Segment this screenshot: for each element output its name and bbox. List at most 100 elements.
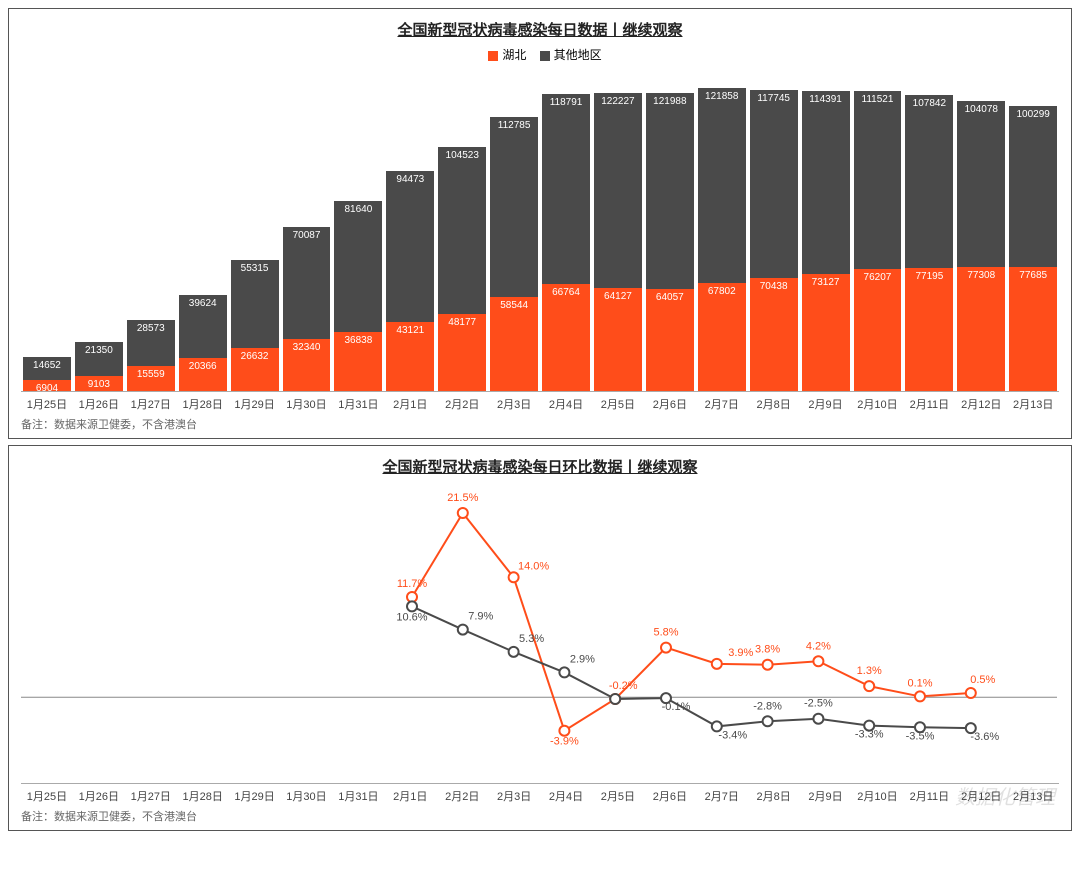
bar-segment-other: 121858 — [698, 88, 746, 283]
bar-segment-hubei: 73127 — [802, 274, 850, 391]
marker-hubei — [966, 688, 976, 698]
bar-column: 9447343121 — [384, 71, 436, 391]
value-label-other: -0.1% — [662, 701, 691, 713]
x-axis-label: 1月29日 — [229, 784, 281, 804]
x-axis-label: 2月7日 — [696, 392, 748, 412]
x-axis-label: 2月11日 — [903, 784, 955, 804]
x-axis-label: 2月4日 — [540, 392, 592, 412]
bar-column: 12222764127 — [592, 71, 644, 391]
line-chart-title: 全国新型冠状病毒感染每日环比数据丨继续观察 — [21, 456, 1059, 477]
bar-segment-hubei: 6904 — [23, 380, 71, 391]
value-label-other: 2.9% — [570, 653, 595, 665]
bar-segment-hubei: 43121 — [386, 322, 434, 391]
bar-segment-hubei: 67802 — [698, 283, 746, 391]
x-axis-label: 1月31日 — [332, 392, 384, 412]
x-axis-label: 2月10日 — [852, 784, 904, 804]
bar-column: 213509103 — [73, 71, 125, 391]
bar-column: 8164036838 — [332, 71, 384, 391]
x-axis-label: 1月27日 — [125, 784, 177, 804]
value-label-hubei: 4.2% — [806, 640, 831, 652]
bar-segment-other: 14652 — [23, 357, 71, 380]
bar-column: 2857315559 — [125, 71, 177, 391]
x-axis-label: 2月12日 — [955, 784, 1007, 804]
marker-hubei — [458, 508, 468, 518]
bar-column: 11278558544 — [488, 71, 540, 391]
bar-segment-hubei: 36838 — [334, 332, 382, 391]
bar-segment-hubei: 77308 — [957, 267, 1005, 391]
bar-segment-hubei: 77195 — [905, 268, 953, 392]
bar-segment-hubei: 77685 — [1009, 267, 1057, 391]
marker-other — [813, 714, 823, 724]
marker-other — [559, 667, 569, 677]
x-axis-label: 1月29日 — [229, 392, 281, 412]
x-axis-label: 2月2日 — [436, 784, 488, 804]
bar-column: 11879166764 — [540, 71, 592, 391]
bar-column: 11774570438 — [748, 71, 800, 391]
value-label-hubei: 14.0% — [518, 560, 549, 572]
marker-hubei — [915, 691, 925, 701]
marker-hubei — [559, 726, 569, 736]
bar-segment-hubei: 66764 — [542, 284, 590, 391]
bar-segment-other: 122227 — [594, 93, 642, 289]
bar-segment-other: 70087 — [283, 227, 331, 339]
bar-chart-area: 1465269042135091032857315559396242036655… — [21, 71, 1059, 412]
x-axis-label: 1月27日 — [125, 392, 177, 412]
bar-x-axis: 1月25日1月26日1月27日1月28日1月29日1月30日1月31日2月1日2… — [21, 391, 1059, 412]
line-chart-area: 11.7%21.5%14.0%-3.9%-0.2%5.8%3.9%3.8%4.2… — [21, 483, 1059, 804]
x-axis-label: 2月4日 — [540, 784, 592, 804]
value-label-hubei: 1.3% — [857, 665, 882, 677]
x-axis-label: 2月7日 — [696, 784, 748, 804]
bar-column: 10784277195 — [903, 71, 955, 391]
x-axis-label: 2月9日 — [800, 392, 852, 412]
bar-column: 146526904 — [21, 71, 73, 391]
x-axis-label: 1月28日 — [177, 784, 229, 804]
bar-segment-other: 28573 — [127, 320, 175, 366]
bar-segment-hubei: 32340 — [283, 339, 331, 391]
bar-segment-hubei: 76207 — [854, 269, 902, 391]
value-label-hubei: 0.5% — [970, 674, 995, 686]
bar-segment-other: 111521 — [854, 91, 902, 269]
marker-hubei — [813, 656, 823, 666]
value-label-other: 10.6% — [396, 611, 427, 623]
bar-segment-hubei: 15559 — [127, 366, 175, 391]
bar-chart-note: 备注：数据来源卫健委，不含港澳台 — [21, 416, 1059, 432]
line-x-axis: 1月25日1月26日1月27日1月28日1月29日1月30日1月31日2月1日2… — [21, 783, 1059, 804]
line-other — [412, 606, 971, 728]
legend-label-other: 其他地区 — [554, 48, 602, 62]
value-label-other: -2.8% — [753, 700, 782, 712]
value-label-hubei: -0.2% — [609, 680, 638, 692]
x-axis-label: 2月3日 — [488, 392, 540, 412]
bar-segment-other: 117745 — [750, 90, 798, 278]
bar-segment-hubei: 70438 — [750, 278, 798, 391]
bar-column: 5531526632 — [229, 71, 281, 391]
legend-label-hubei: 湖北 — [502, 48, 526, 62]
x-axis-label: 2月5日 — [592, 392, 644, 412]
marker-hubei — [509, 572, 519, 582]
x-axis-label: 2月13日 — [1007, 392, 1059, 412]
bar-chart-panel: 全国新型冠状病毒感染每日数据丨继续观察 湖北 其他地区 146526904213… — [8, 8, 1072, 439]
bar-segment-other: 55315 — [231, 260, 279, 349]
bar-column: 11152176207 — [852, 71, 904, 391]
x-axis-label: 2月5日 — [592, 784, 644, 804]
x-axis-label: 2月13日 — [1007, 784, 1059, 804]
bar-column: 3962420366 — [177, 71, 229, 391]
x-axis-label: 2月10日 — [852, 392, 904, 412]
marker-other — [407, 601, 417, 611]
x-axis-label: 2月6日 — [644, 784, 696, 804]
value-label-hubei: 0.1% — [907, 677, 932, 689]
bar-segment-other: 21350 — [75, 342, 123, 376]
bar-segment-other: 118791 — [542, 94, 590, 284]
value-label-hubei: 5.8% — [653, 627, 678, 639]
bar-segment-hubei: 64057 — [646, 289, 694, 391]
value-label-hubei: 3.9% — [728, 647, 753, 659]
line-chart-note: 备注：数据来源卫健委，不含港澳台 — [21, 808, 1059, 824]
bar-column: 10452348177 — [436, 71, 488, 391]
line-plot: 11.7%21.5%14.0%-3.9%-0.2%5.8%3.9%3.8%4.2… — [21, 483, 1057, 783]
x-axis-label: 2月6日 — [644, 392, 696, 412]
bar-column: 10407877308 — [955, 71, 1007, 391]
line-hubei — [412, 513, 971, 731]
legend-swatch-hubei — [488, 51, 498, 61]
marker-other — [458, 625, 468, 635]
bars-plot: 1465269042135091032857315559396242036655… — [21, 71, 1059, 391]
bar-column: 12198864057 — [644, 71, 696, 391]
